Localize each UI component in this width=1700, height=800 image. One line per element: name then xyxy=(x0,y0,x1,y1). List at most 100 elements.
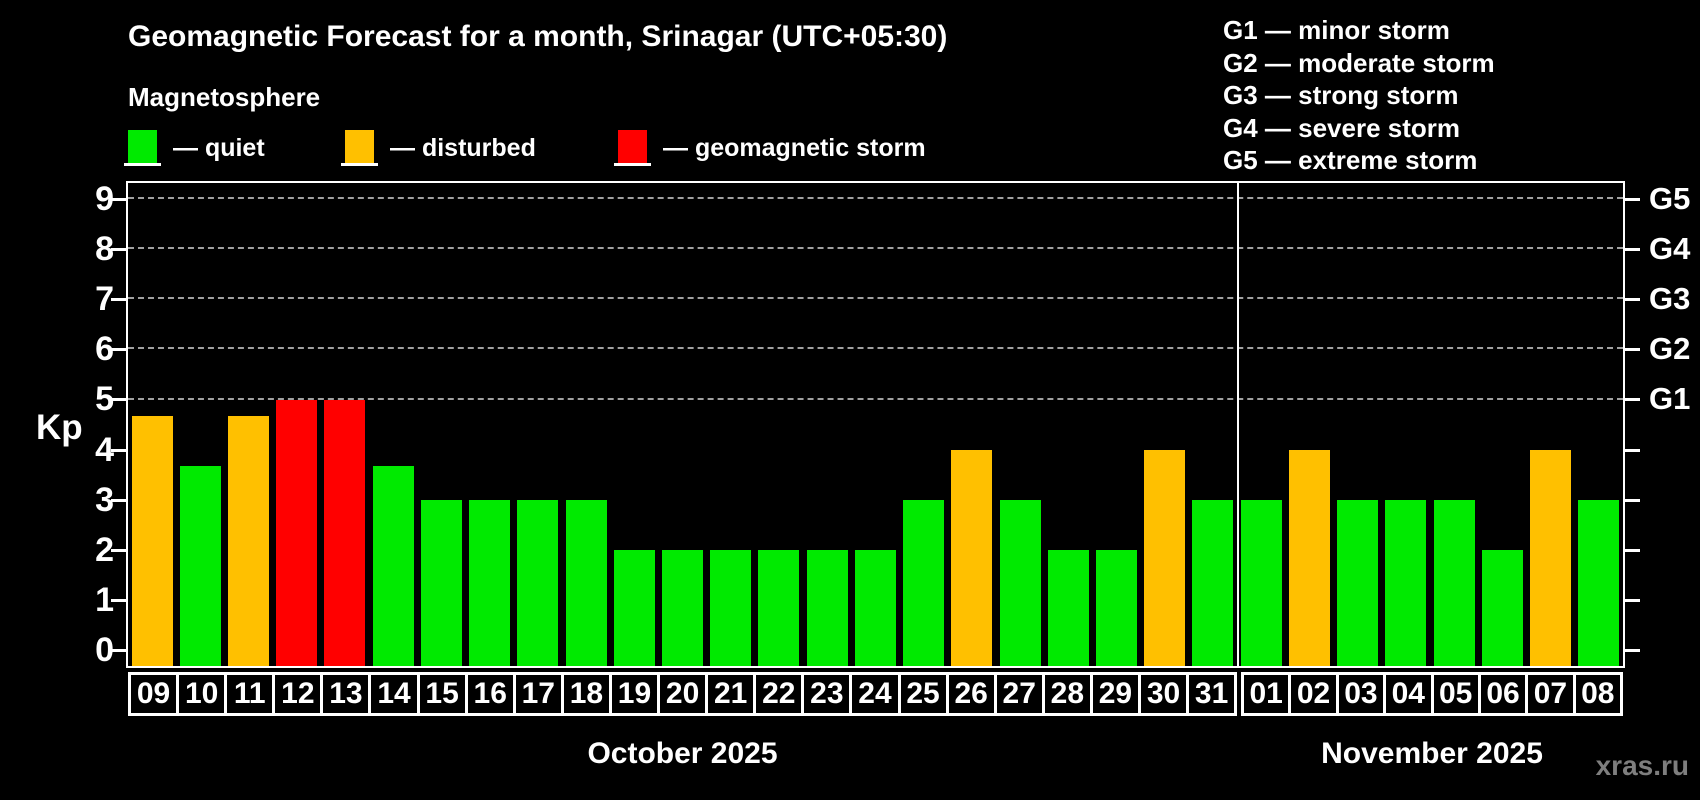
day-label-cell: 30 xyxy=(1137,672,1190,716)
kp-bar xyxy=(324,399,366,666)
y-axis-tick xyxy=(111,298,128,302)
y-axis-tick-label: 5 xyxy=(95,380,114,419)
y-axis-tick xyxy=(111,498,128,502)
legend-label-quiet: — quiet xyxy=(173,133,265,162)
kp-bar xyxy=(1047,549,1089,666)
watermark: xras.ru xyxy=(1595,750,1689,781)
gridline-kp7 xyxy=(128,297,1623,300)
kp-bar xyxy=(951,449,993,666)
g-level-label: G2 xyxy=(1649,331,1691,367)
y-axis-tick-label: 4 xyxy=(95,430,114,469)
day-label-cell: 27 xyxy=(993,672,1045,716)
g-legend-line: G1 — minor storm xyxy=(1223,15,1450,45)
y-axis-tick xyxy=(111,348,128,352)
day-label-cell: 10 xyxy=(176,672,228,716)
kp-bar xyxy=(517,499,559,666)
chart-subtitle: Magnetosphere xyxy=(128,82,321,112)
g-level-label: G4 xyxy=(1649,231,1691,267)
legend-swatch-underline xyxy=(124,130,161,166)
y-axis-tick-label: 6 xyxy=(95,330,114,369)
day-label-cell: 11 xyxy=(224,672,276,716)
month-label-november: November 2025 xyxy=(1321,737,1543,770)
kp-bar xyxy=(806,549,848,666)
day-label-cell: 17 xyxy=(512,672,564,716)
kp-bar xyxy=(420,499,462,666)
right-axis-tick xyxy=(1623,398,1640,402)
right-axis-tick xyxy=(1623,448,1640,452)
day-label-cell: 29 xyxy=(1089,672,1141,716)
y-axis-tick xyxy=(111,398,128,402)
kp-bar xyxy=(565,499,607,666)
kp-bar xyxy=(999,499,1041,666)
g-legend-line: G5 — extreme storm xyxy=(1223,145,1478,175)
status-legend: — quiet — disturbed — geomagnetic storm xyxy=(0,130,1000,170)
day-axis: 09 10 11 12 13 14 15 16 17 18 19 20 21 22 23 24 25 26 27 28… xyxy=(128,672,1623,716)
gridline-kp6 xyxy=(128,347,1623,350)
legend-label-storm: — geomagnetic storm xyxy=(663,133,926,162)
kp-bar xyxy=(1433,499,1475,666)
day-label-cell: 26 xyxy=(945,672,997,716)
kp-bar xyxy=(131,416,173,666)
kp-bar xyxy=(179,466,221,666)
y-axis-tick xyxy=(111,248,128,252)
day-label-cell: 05 xyxy=(1430,672,1481,716)
y-axis-tick-label: 8 xyxy=(95,230,114,269)
disturbed-swatch-icon xyxy=(345,130,374,163)
gridline-kp9 xyxy=(128,197,1623,200)
right-axis-tick xyxy=(1623,198,1640,202)
g-level-label: G3 xyxy=(1649,281,1691,317)
y-axis-tick xyxy=(111,649,128,653)
right-axis-tick xyxy=(1623,298,1640,302)
g-level-label: G1 xyxy=(1649,381,1691,417)
day-label-cell: 15 xyxy=(416,672,468,716)
day-label-cell: 13 xyxy=(320,672,372,716)
day-cells-november: 01 02 03 04 05 06 07 08 xyxy=(1241,672,1623,716)
right-axis-tick xyxy=(1623,598,1640,602)
kp-bar xyxy=(661,549,703,666)
day-label-cell: 07 xyxy=(1525,672,1576,716)
day-label-cell: 03 xyxy=(1335,672,1387,716)
kp-bar xyxy=(276,399,318,666)
legend-label-disturbed: — disturbed xyxy=(390,133,536,162)
y-axis-tick xyxy=(111,598,128,602)
g-legend-line: G4 — severe storm xyxy=(1223,112,1461,143)
kp-bar xyxy=(1288,449,1330,666)
day-label-cell: 31 xyxy=(1186,672,1238,716)
legend-item-storm: — geomagnetic storm xyxy=(614,130,926,166)
right-axis-tick xyxy=(1623,348,1640,352)
y-axis-tick xyxy=(111,198,128,202)
kp-bar xyxy=(613,549,655,666)
g-level-label: G5 xyxy=(1649,181,1691,217)
y-axis-tick-label: 7 xyxy=(95,280,114,319)
kp-bar xyxy=(1385,499,1427,666)
kp-bar xyxy=(1481,549,1523,666)
page-title: Geomagnetic Forecast for a month, Srinag… xyxy=(128,20,948,53)
y-axis-tick-label: 0 xyxy=(95,631,114,670)
day-label-cell: 14 xyxy=(368,672,420,716)
y-axis-title: Kp xyxy=(36,408,83,447)
day-label-cell: 08 xyxy=(1572,672,1623,716)
day-label-cell: 20 xyxy=(657,672,709,716)
legend-item-quiet: — quiet xyxy=(124,130,265,166)
kp-bar xyxy=(1096,549,1138,666)
day-label-cell: 18 xyxy=(560,672,612,716)
day-label-cell: 02 xyxy=(1288,672,1339,716)
day-label-cell: 28 xyxy=(1041,672,1093,716)
kp-bar xyxy=(758,549,800,666)
storm-swatch-icon xyxy=(618,130,647,163)
gridline-kp5 xyxy=(128,397,1623,400)
kp-bar xyxy=(1192,499,1234,666)
month-label-october: October 2025 xyxy=(587,737,778,770)
day-label-cell: 16 xyxy=(464,672,516,716)
kp-bar xyxy=(1578,499,1620,666)
legend-swatch-underline xyxy=(341,130,378,166)
day-label-cell: 25 xyxy=(897,672,949,716)
month-divider-line xyxy=(1237,183,1239,666)
kp-bar xyxy=(469,499,511,666)
kp-bar xyxy=(1240,499,1282,666)
y-axis-tick xyxy=(111,448,128,452)
day-label-cell: 22 xyxy=(753,672,805,716)
day-label-cell: 04 xyxy=(1383,672,1434,716)
day-label-cell: 24 xyxy=(849,672,901,716)
day-label-cell: 01 xyxy=(1241,672,1292,716)
